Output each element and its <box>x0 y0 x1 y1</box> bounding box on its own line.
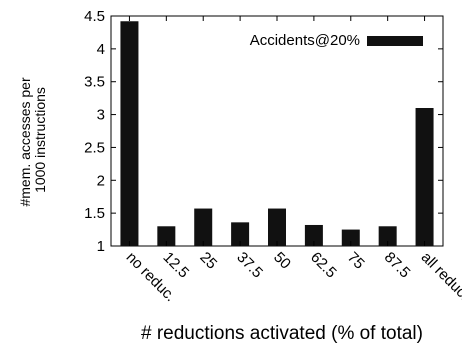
legend: Accidents@20% <box>250 32 423 49</box>
y-tick-label: 1.5 <box>84 205 105 222</box>
y-axis-title-line2: 1000 instructions <box>32 87 48 193</box>
x-tick-label: 62.5 <box>307 249 340 282</box>
x-tick-label: 12.5 <box>160 249 193 282</box>
y-tick-label: 3 <box>97 107 105 124</box>
x-tick-label: 37.5 <box>233 249 266 282</box>
bar <box>194 208 213 246</box>
y-tick-label: 2 <box>97 172 105 189</box>
y-tick-label: 4 <box>97 41 105 58</box>
x-tick-label: 25 <box>196 249 220 273</box>
bar <box>157 226 176 246</box>
x-axis-title: # reductions activated (% of total) <box>141 323 423 344</box>
legend-label: Accidents@20% <box>250 32 360 49</box>
bar <box>378 226 397 246</box>
bar <box>341 229 360 246</box>
x-tick-label: 87.5 <box>381 249 414 282</box>
bar <box>415 108 434 246</box>
y-ticks: 1 1.5 2 2.5 3 3.5 4 4.5 <box>84 8 443 255</box>
y-tick-label: 3.5 <box>84 74 105 91</box>
bar <box>231 222 250 246</box>
x-tick-label: 50 <box>270 249 294 273</box>
y-axis-title: #mem. accesses per 1000 instructions <box>17 73 48 206</box>
y-tick-label: 2.5 <box>84 139 105 156</box>
y-tick-label: 4.5 <box>84 8 105 25</box>
bars <box>120 21 434 247</box>
bar <box>120 21 139 247</box>
bar <box>304 224 323 246</box>
y-axis-title-line1: #mem. accesses per <box>17 77 33 206</box>
x-tick-label: all reduc. <box>418 249 462 304</box>
x-tick-label: 75 <box>344 249 368 273</box>
x-ticks: no reduc.12.5 25 37.5 50 62.5 75 87.5 all reduc… <box>123 16 462 305</box>
bar <box>268 208 286 246</box>
legend-swatch <box>367 36 423 46</box>
y-tick-label: 1 <box>97 238 105 255</box>
